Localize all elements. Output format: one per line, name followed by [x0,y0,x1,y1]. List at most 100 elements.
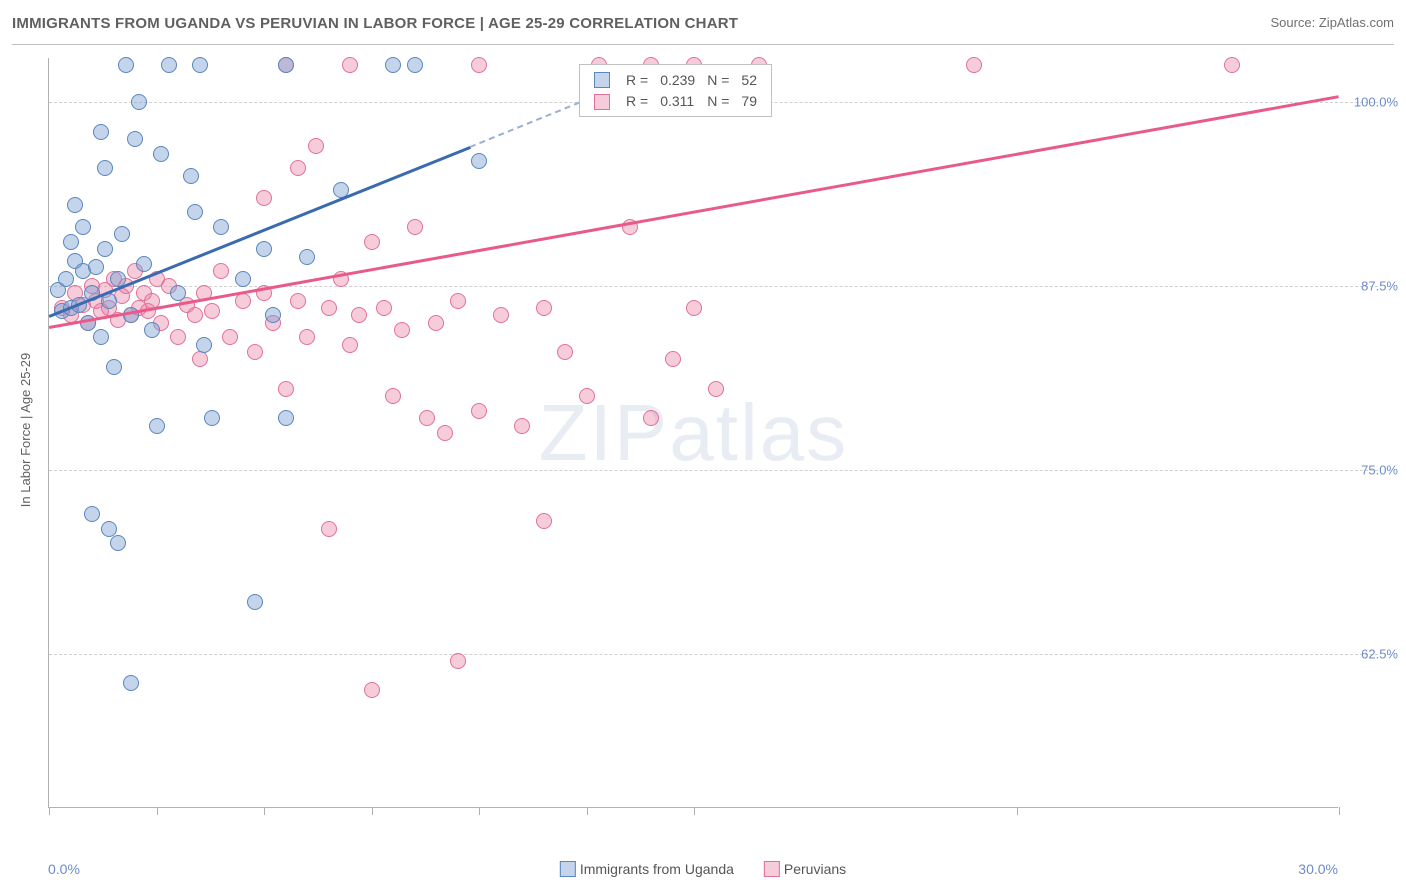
plot-area: ZIPatlas 62.5%75.0%87.5%100.0%R =0.239N … [48,58,1338,808]
gridline-h [49,470,1378,471]
data-point [419,410,435,426]
data-point [58,271,74,287]
data-point [290,293,306,309]
legend-item-uganda: Immigrants from Uganda [560,861,734,877]
data-point [536,513,552,529]
data-point [63,234,79,250]
y-tick-label: 100.0% [1354,95,1398,110]
swatch-icon [764,861,780,877]
data-point [394,322,410,338]
data-point [385,388,401,404]
y-tick-label: 75.0% [1361,462,1398,477]
data-point [407,57,423,73]
data-point [204,410,220,426]
data-point [196,337,212,353]
data-point [75,219,91,235]
data-point [265,307,281,323]
data-point [536,300,552,316]
data-point [437,425,453,441]
data-point [170,285,186,301]
data-point [579,388,595,404]
data-point [235,293,251,309]
data-point [471,153,487,169]
data-point [131,94,147,110]
data-point [187,204,203,220]
data-point [114,226,130,242]
data-point [493,307,509,323]
data-point [256,190,272,206]
data-point [278,381,294,397]
data-point [364,682,380,698]
x-min-label: 0.0% [48,861,80,877]
data-point [192,351,208,367]
swatch-icon [594,72,610,88]
y-tick-label: 87.5% [1361,278,1398,293]
data-point [161,57,177,73]
data-point [299,249,315,265]
data-point [97,241,113,257]
x-tick-mark [479,807,480,815]
data-point [450,653,466,669]
regression-line [49,95,1339,328]
data-point [144,322,160,338]
data-point [471,57,487,73]
data-point [67,197,83,213]
gridline-h [49,654,1378,655]
data-point [278,57,294,73]
x-tick-mark [1339,807,1340,815]
data-point [222,329,238,345]
data-point [118,57,134,73]
data-point [407,219,423,235]
data-point [342,337,358,353]
y-tick-label: 62.5% [1361,646,1398,661]
data-point [123,675,139,691]
data-point [213,263,229,279]
source-label: Source: ZipAtlas.com [1270,15,1394,30]
data-point [192,57,208,73]
x-tick-mark [1017,807,1018,815]
data-point [97,160,113,176]
data-point [966,57,982,73]
data-point [514,418,530,434]
data-point [686,300,702,316]
data-point [665,351,681,367]
legend-bottom: Immigrants from Uganda Peruvians [560,861,846,877]
data-point [471,403,487,419]
data-point [101,521,117,537]
data-point [247,594,263,610]
data-point [106,359,122,375]
data-point [247,344,263,360]
data-point [428,315,444,331]
swatch-icon [594,94,610,110]
data-point [256,241,272,257]
x-tick-mark [587,807,588,815]
x-tick-mark [157,807,158,815]
data-point [376,300,392,316]
data-point [213,219,229,235]
data-point [364,234,380,250]
x-tick-mark [694,807,695,815]
data-point [204,303,220,319]
data-point [342,57,358,73]
x-max-label: 30.0% [1298,861,1338,877]
gridline-h [49,286,1378,287]
data-point [110,535,126,551]
data-point [643,410,659,426]
data-point [321,521,337,537]
data-point [88,259,104,275]
data-point [308,138,324,154]
data-point [299,329,315,345]
data-point [450,293,466,309]
data-point [708,381,724,397]
x-tick-mark [372,807,373,815]
legend-item-peruvian: Peruvians [764,861,846,877]
data-point [136,256,152,272]
data-point [351,307,367,323]
data-point [127,131,143,147]
data-point [235,271,251,287]
data-point [1224,57,1240,73]
data-point [290,160,306,176]
chart-header: IMMIGRANTS FROM UGANDA VS PERUVIAN IN LA… [12,15,1394,45]
x-tick-mark [264,807,265,815]
correlation-legend: R =0.239N =52R =0.311N =79 [579,64,772,117]
